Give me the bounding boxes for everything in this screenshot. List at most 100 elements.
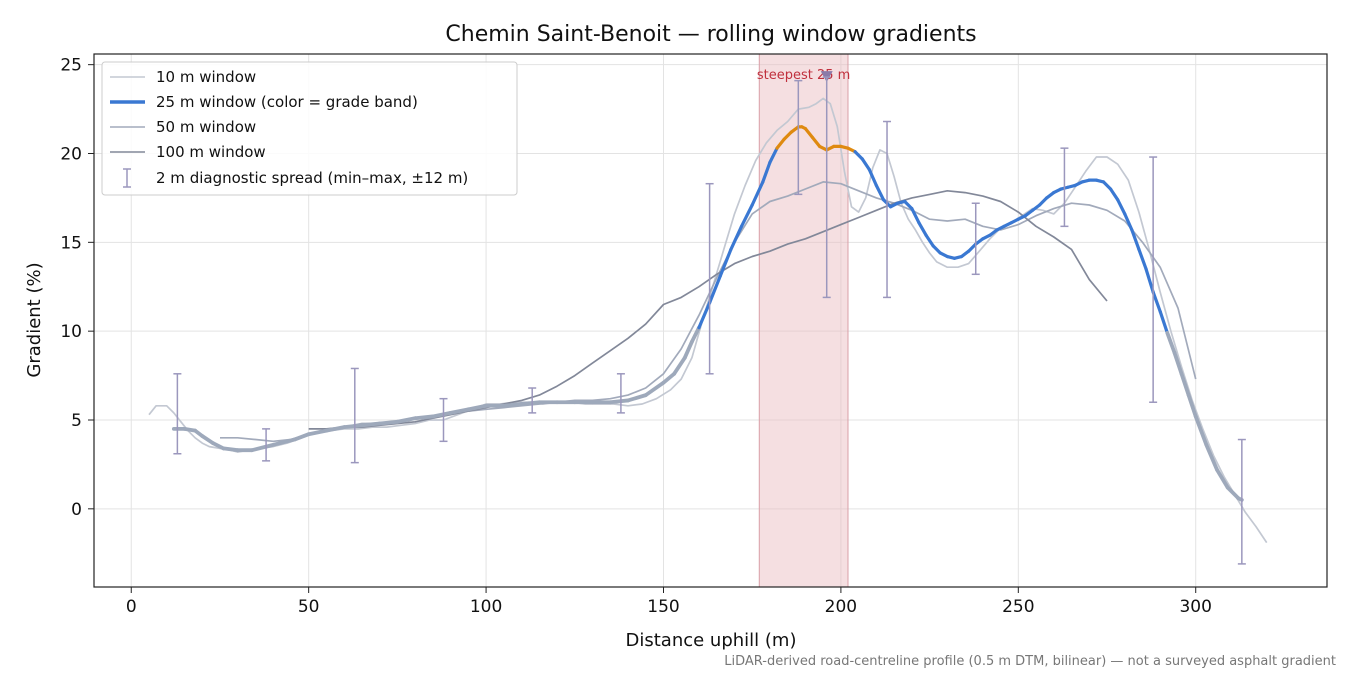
series-25m-segment <box>278 437 297 445</box>
legend-label-25m: 25 m window (color = grade band) <box>156 93 418 111</box>
legend-swatch-spread <box>123 168 131 188</box>
series-25m-segment <box>466 403 488 412</box>
series-25m-segment <box>1172 350 1184 376</box>
series-25m-segment <box>1151 290 1162 314</box>
series-25m-segment <box>324 425 347 433</box>
series-25m-segment <box>1204 442 1219 472</box>
series-25m-segment <box>1158 310 1169 335</box>
series-25m-segment <box>292 432 311 442</box>
series-25m-segment <box>413 414 435 421</box>
legend-frame <box>101 61 518 196</box>
y-axis-label: Gradient (%) <box>24 262 45 377</box>
series-25m-segment <box>1165 331 1177 355</box>
x-tick-label: 250 <box>1002 597 1034 617</box>
plot-area: steepest 25 m <box>93 53 1328 588</box>
series-25m-segment <box>917 221 928 237</box>
series-25m-segment <box>377 419 400 426</box>
series-25m-segment <box>860 157 871 172</box>
y-tick-label: 5 <box>71 411 82 431</box>
series-25m-segment <box>1116 198 1127 216</box>
series-25m-segment <box>931 244 942 255</box>
series-25m-segment <box>342 423 364 430</box>
series-25m-segment <box>210 441 226 451</box>
series-25m-segment <box>768 146 779 164</box>
series-25m-segment <box>761 160 772 184</box>
x-tick-label: 200 <box>825 597 857 617</box>
series-25m-segment <box>775 137 786 150</box>
series-25m-segment <box>697 301 712 330</box>
series-25m-segment <box>1137 247 1148 271</box>
y-tick-label: 10 <box>60 322 82 342</box>
series-25m-segment <box>924 233 935 248</box>
series-25m-segment <box>1193 414 1209 447</box>
series-lines <box>148 97 1268 544</box>
series-25m-segment <box>626 393 648 403</box>
steepest-band-rect <box>758 53 849 588</box>
legend-label-spread: 2 m diagnostic spread (min–max, ±12 m) <box>156 169 468 187</box>
y-tick-label: 20 <box>60 144 82 164</box>
series-25m-segment <box>200 434 215 445</box>
series-25m-segment <box>221 446 240 453</box>
x-axis-ticks: 0 50 100 150 200 250 300 <box>126 587 1212 617</box>
x-tick-label: 0 <box>126 597 137 617</box>
steepest-band: steepest 25 m <box>757 53 850 588</box>
series-25m-segment <box>672 355 687 376</box>
series-25m-segment <box>661 371 677 385</box>
series-25m-segment <box>1215 467 1230 490</box>
series-25m-segment <box>689 325 701 344</box>
x-tick-label: 300 <box>1179 597 1211 617</box>
plot-frame <box>93 53 1328 588</box>
x-axis-label: Distance uphill (m) <box>626 630 797 651</box>
series-25m-segment <box>608 398 630 405</box>
series-25m-segment <box>708 274 722 305</box>
series-25m-segment <box>1123 212 1134 232</box>
series-25m-segment <box>750 180 765 207</box>
x-tick-label: 150 <box>647 597 679 617</box>
series-25m-segment <box>782 130 793 141</box>
series-25m-segment <box>306 428 329 437</box>
series-25m-segment <box>867 167 878 188</box>
series-25m-segment <box>967 242 978 253</box>
series-25m-segment <box>519 400 542 406</box>
series-25m-segment <box>853 150 864 161</box>
series-25m-segment <box>739 203 754 228</box>
series-25m-segment <box>1186 393 1198 419</box>
series-25m-segment <box>874 183 886 202</box>
legend: 10 m window 25 m window (color = grade b… <box>101 61 518 196</box>
x-tick-label: 50 <box>298 597 320 617</box>
series-25m-segment <box>1179 371 1191 398</box>
series-25m-segment <box>1108 187 1120 202</box>
series-25m-segment <box>430 410 453 419</box>
series-25m-segment <box>910 206 921 225</box>
series-25m-segment <box>249 444 268 453</box>
diagnostic-spread-bars <box>173 76 1246 565</box>
series-25m-segment <box>359 421 382 428</box>
series-25m-segment <box>1144 267 1155 294</box>
legend-label-100m: 100 m window <box>156 143 266 161</box>
legend-label-50m: 50 m window <box>156 118 256 136</box>
footnote: LiDAR-derived road-centreline profile (0… <box>724 654 1336 669</box>
series-25m-segment <box>1037 196 1049 207</box>
y-axis-ticks: 0 5 10 15 20 25 <box>60 56 94 520</box>
series-25m-segment <box>803 127 815 140</box>
series-25m-segment <box>903 199 914 211</box>
series-25m-segment <box>1225 485 1241 501</box>
series-25m-segment <box>448 407 471 415</box>
x-tick-label: 100 <box>470 597 502 617</box>
legend-label-10m: 10 m window <box>156 68 256 86</box>
steepest-band-label: steepest 25 m <box>757 68 850 83</box>
series-25m-segment <box>729 224 744 252</box>
series-25m-segment <box>1130 228 1141 252</box>
series-25m-segment <box>264 441 283 449</box>
y-tick-label: 15 <box>60 233 82 253</box>
series-25m-segment <box>1101 180 1113 191</box>
series-25m-segment <box>501 402 524 408</box>
y-tick-label: 25 <box>60 56 82 76</box>
series-25m-segment <box>718 247 733 278</box>
series-25m-segment <box>395 416 418 424</box>
y-tick-label: 0 <box>71 500 82 520</box>
series-25m-segment <box>643 380 666 398</box>
series-25m-segment <box>682 339 694 360</box>
chart-title: Chemin Saint-Benoit — rolling window gra… <box>445 22 976 47</box>
